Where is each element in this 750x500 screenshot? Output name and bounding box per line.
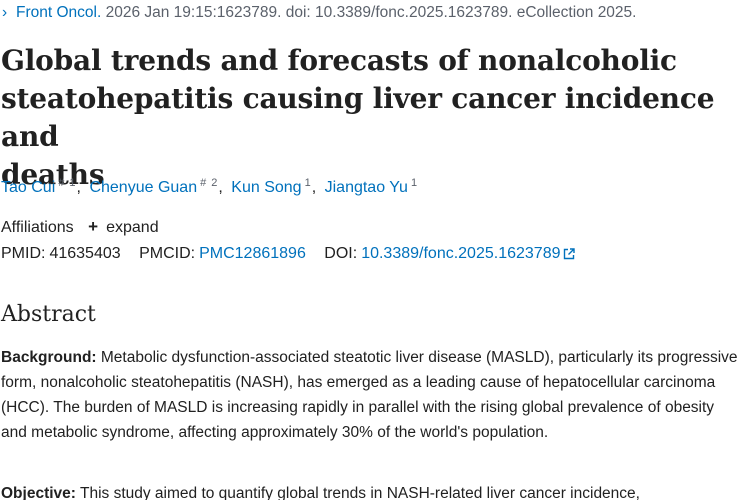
section-text: This study aimed to quantify global tren… [75, 485, 640, 500]
article-title: Global trends and forecasts of nonalcoho… [1, 42, 746, 194]
author-list: Tao Cui # 1, Chenyue Guan # 2, Kun Song 1, … [1, 177, 418, 197]
pmcid-link[interactable]: PMC12861896 [199, 245, 306, 262]
affiliations-expand-button[interactable]: + expand [88, 217, 159, 236]
section-text: Metabolic dysfunction-associated steatot… [1, 349, 738, 441]
abstract-heading: Abstract [1, 302, 96, 327]
author-separator: , [218, 179, 223, 196]
section-label: Background: [1, 349, 97, 366]
doi-link[interactable]: 10.3389/fonc.2025.1623789 [361, 245, 576, 265]
author-affiliation-ref[interactable]: 1 [304, 177, 312, 189]
identifiers-row: PMID: 41635403 PMCID: PMC12861896 DOI: 10.3… [1, 245, 576, 265]
author-separator: , [76, 179, 81, 196]
title-line: steatohepatitis causing liver cancer inc… [1, 82, 715, 153]
pmid-value: 41635403 [49, 245, 121, 262]
external-link-icon [563, 247, 576, 265]
abstract-background: Background: Metabolic dysfunction-associ… [1, 345, 743, 445]
title-line: Global trends and forecasts of nonalcoho… [1, 44, 677, 77]
expand-label: expand [106, 219, 159, 236]
author-link[interactable]: Tao Cui [1, 179, 56, 196]
chevron-right-icon[interactable]: › [2, 4, 8, 21]
citation-line: › Front Oncol. 2026 Jan 19:15:1623789. do… [2, 4, 636, 22]
author-affiliation-ref[interactable]: # 1 [58, 177, 77, 189]
plus-icon: + [88, 217, 99, 236]
author-affiliation-ref[interactable]: 1 [410, 177, 419, 189]
author-link[interactable]: Kun Song [231, 179, 302, 196]
doi-value: 10.3389/fonc.2025.1623789 [361, 245, 561, 262]
title-line: deaths [1, 158, 105, 191]
affiliations-label: Affiliations [1, 219, 74, 236]
author-link[interactable]: Chenyue Guan [89, 179, 198, 196]
author-link[interactable]: Jiangtao Yu [324, 179, 408, 196]
pmid-label: PMID: [1, 245, 46, 262]
doi-label: DOI: [324, 245, 358, 262]
section-label: Objective: [1, 485, 76, 500]
author-affiliation-ref[interactable]: # 2 [200, 177, 219, 189]
abstract-objective: Objective: This study aimed to quantify … [1, 481, 743, 500]
pmcid-label: PMCID: [139, 245, 196, 262]
affiliations-row: Affiliations + expand [1, 217, 159, 237]
citation-details: 2026 Jan 19:15:1623789. doi: 10.3389/fon… [101, 4, 637, 21]
journal-link[interactable]: Front Oncol. [16, 4, 102, 21]
author-separator: , [311, 179, 317, 196]
